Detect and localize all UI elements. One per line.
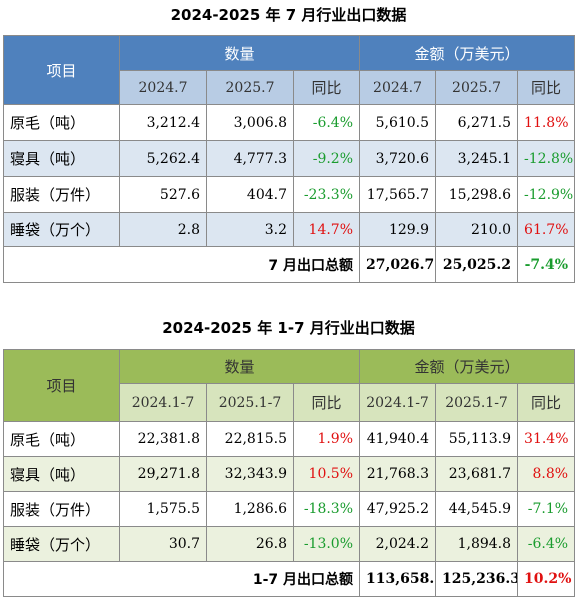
table1-title: 2024-2025 年 7 月行业出口数据 <box>170 6 407 24</box>
total-amt-curr: 125,236.3 <box>435 561 519 597</box>
row-label: 寝具（吨） <box>3 456 120 492</box>
total-amt-yoy: -7.4% <box>517 246 576 283</box>
qty-yoy: 1.9% <box>292 421 361 457</box>
total-label: 7 月出口总额 <box>2 246 361 283</box>
qty-yoy: -6.4% <box>292 104 361 141</box>
qty-prev: 2.8 <box>119 212 207 247</box>
total-label: 1-7 月出口总额 <box>2 561 361 597</box>
item-header: 项目 <box>3 349 120 422</box>
total-row: 1-7 月出口总额 113,658.1 125,236.3 10.2% <box>2 561 576 597</box>
subheader-qty-prev: 2024.7 <box>119 70 207 105</box>
table2-jan-jul-export: 项目 数量 金额（万美元） 2024.1-7 2025.1-7 同比 2024.… <box>2 349 576 597</box>
qty-curr: 3.2 <box>206 212 294 247</box>
qty-yoy: 14.7% <box>292 212 361 247</box>
row-label: 原毛（吨） <box>3 104 120 141</box>
qty-curr: 3,006.8 <box>206 104 294 141</box>
total-amt-yoy: 10.2% <box>517 561 576 597</box>
amt-yoy: 61.7% <box>517 212 576 247</box>
qty-prev: 30.7 <box>119 526 207 562</box>
row-label: 睡袋（万个） <box>3 212 120 247</box>
row-label: 原毛（吨） <box>3 421 120 457</box>
qty-curr: 32,343.9 <box>206 456 294 492</box>
total-amt-prev: 27,026.7 <box>359 246 437 283</box>
amount-header: 金额（万美元） <box>359 35 576 71</box>
quantity-header: 数量 <box>118 35 361 71</box>
subheader-amt-yoy: 同比 <box>517 383 576 422</box>
amt-prev: 3,720.6 <box>359 140 437 177</box>
subheader-amt-prev: 2024.7 <box>359 70 437 105</box>
item-header: 项目 <box>3 35 120 105</box>
amt-yoy: 11.8% <box>517 104 576 141</box>
amt-curr: 55,113.9 <box>435 421 519 457</box>
subheader-amt-curr: 2025.1-7 <box>435 383 519 422</box>
table1-july-export: 项目 数量 金额（万美元） 2024.7 2025.7 同比 2024.7 20… <box>2 35 576 283</box>
table-row: 服装（万件） 1,575.5 1,286.6 -18.3% 47,925.2 4… <box>3 491 576 527</box>
table-row: 原毛（吨） 3,212.4 3,006.8 -6.4% 5,610.5 6,27… <box>3 104 576 141</box>
qty-prev: 29,271.8 <box>119 456 207 492</box>
amt-prev: 5,610.5 <box>359 104 437 141</box>
amt-curr: 3,245.1 <box>435 140 519 177</box>
subheader-qty-curr: 2025.7 <box>206 70 294 105</box>
total-row: 7 月出口总额 27,026.7 25,025.2 -7.4% <box>2 246 576 283</box>
subheader-amt-prev: 2024.1-7 <box>359 383 437 422</box>
qty-curr: 22,815.5 <box>206 421 294 457</box>
table-row: 原毛（吨） 22,381.8 22,815.5 1.9% 41,940.4 55… <box>3 421 576 457</box>
quantity-header: 数量 <box>118 349 361 384</box>
table-row: 寝具（吨） 5,262.4 4,777.3 -9.2% 3,720.6 3,24… <box>3 140 576 177</box>
amt-curr: 15,298.6 <box>435 176 519 213</box>
row-label: 睡袋（万个） <box>3 526 120 562</box>
qty-curr: 26.8 <box>206 526 294 562</box>
amt-yoy: 8.8% <box>517 456 576 492</box>
subheader-qty-yoy: 同比 <box>292 70 361 105</box>
table-row: 睡袋（万个） 30.7 26.8 -13.0% 2,024.2 1,894.8 … <box>3 526 576 562</box>
qty-prev: 22,381.8 <box>119 421 207 457</box>
amt-yoy: -6.4% <box>517 526 576 562</box>
qty-yoy: -18.3% <box>292 491 361 527</box>
amt-curr: 210.0 <box>435 212 519 247</box>
qty-prev: 5,262.4 <box>119 140 207 177</box>
total-amt-curr: 25,025.2 <box>435 246 519 283</box>
amt-prev: 2,024.2 <box>359 526 437 562</box>
amt-curr: 44,545.9 <box>435 491 519 527</box>
row-label: 服装（万件） <box>3 176 120 213</box>
amt-prev: 17,565.7 <box>359 176 437 213</box>
amt-yoy: 31.4% <box>517 421 576 457</box>
amt-curr: 6,271.5 <box>435 104 519 141</box>
qty-yoy: -23.3% <box>292 176 361 213</box>
qty-yoy: 10.5% <box>292 456 361 492</box>
amt-prev: 21,768.3 <box>359 456 437 492</box>
table-row: 服装（万件） 527.6 404.7 -23.3% 17,565.7 15,29… <box>3 176 576 213</box>
qty-prev: 527.6 <box>119 176 207 213</box>
amt-curr: 1,894.8 <box>435 526 519 562</box>
amt-curr: 23,681.7 <box>435 456 519 492</box>
qty-prev: 3,212.4 <box>119 104 207 141</box>
total-amt-prev: 113,658.1 <box>359 561 437 597</box>
amt-prev: 41,940.4 <box>359 421 437 457</box>
amt-prev: 129.9 <box>359 212 437 247</box>
subheader-qty-yoy: 同比 <box>292 383 361 422</box>
subheader-amt-curr: 2025.7 <box>435 70 519 105</box>
amount-header: 金额（万美元） <box>359 349 576 384</box>
qty-prev: 1,575.5 <box>119 491 207 527</box>
qty-yoy: -9.2% <box>292 140 361 177</box>
table-row: 睡袋（万个） 2.8 3.2 14.7% 129.9 210.0 61.7% <box>3 212 576 247</box>
subheader-qty-curr: 2025.1-7 <box>206 383 294 422</box>
amt-yoy: -7.1% <box>517 491 576 527</box>
amt-yoy: -12.9% <box>517 176 576 213</box>
row-label: 寝具（吨） <box>3 140 120 177</box>
subheader-amt-yoy: 同比 <box>517 70 576 105</box>
qty-curr: 4,777.3 <box>206 140 294 177</box>
qty-yoy: -13.0% <box>292 526 361 562</box>
table2-title: 2024-2025 年 1-7 月行业出口数据 <box>162 319 415 337</box>
qty-curr: 1,286.6 <box>206 491 294 527</box>
table-row: 寝具（吨） 29,271.8 32,343.9 10.5% 21,768.3 2… <box>3 456 576 492</box>
amt-yoy: -12.8% <box>517 140 576 177</box>
qty-curr: 404.7 <box>206 176 294 213</box>
row-label: 服装（万件） <box>3 491 120 527</box>
subheader-qty-prev: 2024.1-7 <box>119 383 207 422</box>
amt-prev: 47,925.2 <box>359 491 437 527</box>
